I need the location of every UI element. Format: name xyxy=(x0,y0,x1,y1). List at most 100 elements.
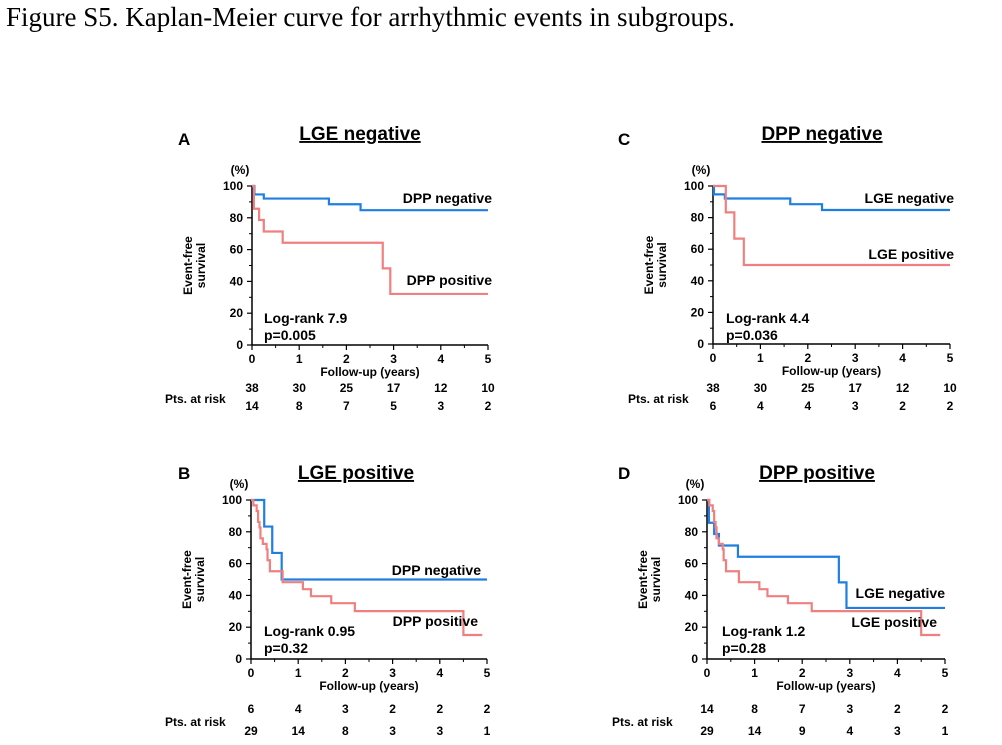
panel-c-at-risk-label: Pts. at risk xyxy=(628,392,689,406)
panel-a-y-tick-label: 60 xyxy=(230,243,244,257)
panel-b-letter: B xyxy=(178,464,190,483)
panel-d-y-label-line: Event-free xyxy=(636,550,650,609)
panel-d-stat-logrank: Log-rank 1.2 xyxy=(722,623,805,639)
panel-b-at-risk-value: 6 xyxy=(248,702,255,716)
panel-c-at-risk-value: 30 xyxy=(754,381,768,395)
panel-c-y-tick-label: 100 xyxy=(684,179,704,193)
panel-d-x-label: Follow-up (years) xyxy=(776,679,875,693)
panel-d-x-tick-label: 5 xyxy=(942,666,949,680)
panel-a-x-label: Follow-up (years) xyxy=(320,365,419,379)
panel-b-legend-dpp-negative: DPP negative xyxy=(392,562,481,578)
panel-d-at-risk-value: 3 xyxy=(846,702,853,716)
panel-d-x-tick-label: 4 xyxy=(894,666,901,680)
panel-c-y-label: Event-freesurvival xyxy=(642,235,669,294)
panel-d-y-tick-label: 20 xyxy=(685,620,699,634)
panel-d-y-tick-label: 80 xyxy=(685,525,699,539)
panel-d-y-tick-label: 60 xyxy=(685,557,699,571)
panel-a-stat-logrank: Log-rank 7.9 xyxy=(264,310,347,326)
panel-b-at-risk-value: 2 xyxy=(484,702,491,716)
panel-c-series-lge-negative-line xyxy=(712,184,950,212)
panel-d-at-risk-value: 7 xyxy=(799,702,806,716)
panel-d-y-unit: (%) xyxy=(686,477,705,491)
panel-d-y-label-line: survival xyxy=(649,557,663,602)
panel-a-at-risk-value: 3 xyxy=(437,399,444,413)
panel-a-at-risk-label: Pts. at risk xyxy=(165,392,226,406)
panel-b-at-risk-value: 4 xyxy=(295,702,302,716)
panel-b-title: LGE positive xyxy=(298,463,414,484)
panel-c-x-tick-label: 4 xyxy=(899,351,906,365)
panel-a-at-risk-value: 5 xyxy=(390,399,397,413)
panel-d-x-tick-label: 0 xyxy=(704,666,711,680)
panel-d-at-risk-value: 14 xyxy=(748,724,762,738)
panel-b-at-risk-value: 2 xyxy=(436,702,443,716)
panel-c-at-risk-value: 2 xyxy=(899,399,906,413)
panel-b-y-tick-label: 80 xyxy=(229,525,243,539)
panel-b-y-tick-label: 60 xyxy=(229,557,243,571)
panel-b-y-tick-label: 0 xyxy=(235,652,242,666)
panel-c-legend-lge-negative: LGE negative xyxy=(865,190,955,206)
panel-a-series-dpp-positive-line xyxy=(252,184,488,296)
panel-c-y-label-line: survival xyxy=(655,242,669,287)
panel-c-at-risk-value: 12 xyxy=(896,381,910,395)
panel-a-legend-dpp-negative: DPP negative xyxy=(403,190,492,206)
panel-b-legend-dpp-positive: DPP positive xyxy=(393,613,479,629)
panel-c-x-tick-label: 5 xyxy=(947,351,954,365)
panel-c-stat-p: p=0.036 xyxy=(726,327,778,343)
panel-d-at-risk-value: 29 xyxy=(700,724,714,738)
panel-a-y-tick-label: 0 xyxy=(236,338,243,352)
panel-c-title: DPP negative xyxy=(761,124,882,145)
panel-b-at-risk-value: 3 xyxy=(389,724,396,738)
panel-b-x-tick-label: 3 xyxy=(389,666,396,680)
panel-a-y-tick-label: 20 xyxy=(230,306,244,320)
figure-title: Figure S5. Kaplan-Meier curve for arrhyt… xyxy=(6,2,735,32)
panel-a-at-risk-value: 17 xyxy=(387,381,401,395)
panel-d-legend-lge-negative: LGE negative xyxy=(856,585,946,601)
panel-b-at-risk-value: 3 xyxy=(436,724,443,738)
panel-a-x-tick-label: 2 xyxy=(343,352,350,366)
panel-c-x-tick-label: 3 xyxy=(852,351,859,365)
panel-c-y-tick-label: 80 xyxy=(691,211,705,225)
panel-c-y-label-line: Event-free xyxy=(642,235,656,294)
panel-d-title: DPP positive xyxy=(759,463,875,484)
panel-b-stat-logrank: Log-rank 0.95 xyxy=(264,623,355,639)
panel-a-y-label: Event-freesurvival xyxy=(181,236,208,295)
panel-a-at-risk-value: 30 xyxy=(293,381,307,395)
panel-c-y-tick-label: 20 xyxy=(691,305,705,319)
panel-c-series-lge-positive-line xyxy=(713,184,950,267)
panel-a-stat-p: p=0.005 xyxy=(264,327,316,343)
panel-b-at-risk-value: 3 xyxy=(342,702,349,716)
panel-c-stat-logrank: Log-rank 4.4 xyxy=(726,310,809,326)
panel-d-legend-lge-positive: LGE positive xyxy=(851,614,937,630)
panel-a-at-risk-value: 10 xyxy=(481,381,495,395)
panel-a-at-risk-value: 14 xyxy=(245,399,259,413)
panel-b-x-label: Follow-up (years) xyxy=(319,679,418,693)
panel-c-x-label: Follow-up (years) xyxy=(782,364,881,378)
panel-b-y-unit: (%) xyxy=(230,477,249,491)
panel-d-at-risk-value: 9 xyxy=(799,724,806,738)
panel-c-x-tick-label: 2 xyxy=(804,351,811,365)
panel-a-legend-dpp-positive: DPP positive xyxy=(407,272,493,288)
panel-d-y-label: Event-freesurvival xyxy=(636,550,663,609)
panel-a-y-tick-label: 100 xyxy=(223,179,243,193)
panel-b-y-tick-label: 100 xyxy=(222,493,242,507)
panel-c-at-risk-value: 6 xyxy=(710,399,717,413)
panel-b-x-tick-label: 1 xyxy=(295,666,302,680)
panel-a-y-label-line: Event-free xyxy=(181,236,195,295)
panel-b-stat-p: p=0.32 xyxy=(264,640,308,656)
panel-d-at-risk-value: 2 xyxy=(942,702,949,716)
panel-c-y-tick-label: 40 xyxy=(691,274,705,288)
panel-c-at-risk-value: 2 xyxy=(947,399,954,413)
panel-a-at-risk-value: 12 xyxy=(434,381,448,395)
panel-b-y-label-line: survival xyxy=(193,557,207,602)
panel-b-at-risk-value: 1 xyxy=(484,724,491,738)
panel-a-x-tick-label: 1 xyxy=(296,352,303,366)
panel-d-at-risk-value: 3 xyxy=(894,724,901,738)
panel-d-x-tick-label: 1 xyxy=(751,666,758,680)
panel-a-at-risk-value: 2 xyxy=(485,399,492,413)
panel-a-title: LGE negative xyxy=(299,124,420,145)
panel-c-y-tick-label: 60 xyxy=(691,242,705,256)
panel-b-x-tick-label: 0 xyxy=(248,666,255,680)
panel-c-x-tick-label: 1 xyxy=(757,351,764,365)
panel-a-at-risk-value: 38 xyxy=(245,381,259,395)
panel-d-at-risk-value: 1 xyxy=(942,724,949,738)
